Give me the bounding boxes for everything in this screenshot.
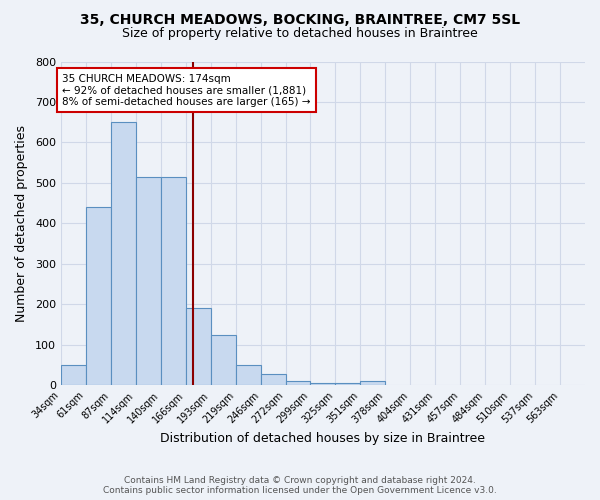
- Bar: [86, 207, 111, 385]
- Bar: [236, 365, 260, 385]
- Text: 35, CHURCH MEADOWS, BOCKING, BRAINTREE, CM7 5SL: 35, CHURCH MEADOWS, BOCKING, BRAINTREE, …: [80, 12, 520, 26]
- Bar: [136, 177, 161, 385]
- Bar: [161, 177, 186, 385]
- Text: 35 CHURCH MEADOWS: 174sqm
← 92% of detached houses are smaller (1,881)
8% of sem: 35 CHURCH MEADOWS: 174sqm ← 92% of detac…: [62, 74, 310, 107]
- Bar: [286, 381, 310, 385]
- Bar: [310, 383, 335, 385]
- Text: Contains HM Land Registry data © Crown copyright and database right 2024.
Contai: Contains HM Land Registry data © Crown c…: [103, 476, 497, 495]
- Bar: [211, 334, 236, 385]
- Bar: [335, 383, 361, 385]
- Bar: [186, 308, 211, 385]
- Y-axis label: Number of detached properties: Number of detached properties: [15, 125, 28, 322]
- X-axis label: Distribution of detached houses by size in Braintree: Distribution of detached houses by size …: [160, 432, 485, 445]
- Bar: [111, 122, 136, 385]
- Text: Size of property relative to detached houses in Braintree: Size of property relative to detached ho…: [122, 28, 478, 40]
- Bar: [61, 365, 86, 385]
- Bar: [361, 381, 385, 385]
- Bar: [260, 374, 286, 385]
